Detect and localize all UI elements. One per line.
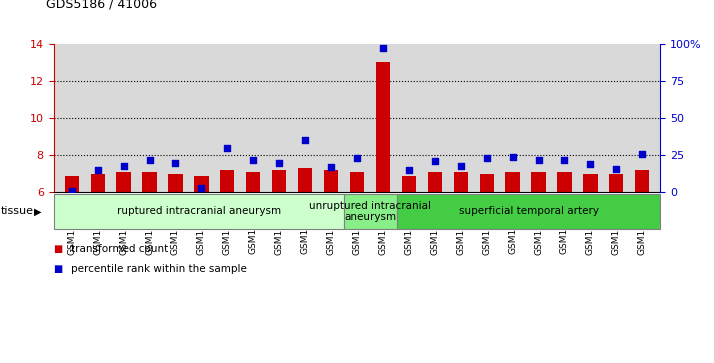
Point (299, 138, 311, 143)
Bar (558, 172, 572, 192)
Bar (220, 170, 234, 192)
Point (144, 157, 155, 163)
Point (403, 167, 415, 173)
Point (326, 164, 337, 170)
Bar (91, 174, 105, 192)
Point (559, 157, 570, 163)
Point (196, 185, 207, 191)
Bar (272, 170, 286, 192)
Bar (506, 172, 520, 192)
Text: percentile rank within the sample: percentile rank within the sample (71, 264, 247, 274)
Point (248, 157, 259, 163)
Bar (428, 172, 442, 192)
Text: ■: ■ (54, 264, 63, 274)
Bar (64, 176, 79, 192)
Point (533, 157, 544, 163)
Text: ruptured intracranial aneurysm: ruptured intracranial aneurysm (116, 207, 281, 216)
Text: unruptured intracranial
aneurysm: unruptured intracranial aneurysm (309, 201, 431, 222)
Text: transformed count: transformed count (71, 244, 169, 254)
Bar (116, 172, 131, 192)
Text: GDS5186 / 41006: GDS5186 / 41006 (46, 0, 157, 11)
Point (66, 188, 77, 194)
Bar (324, 170, 338, 192)
Bar (194, 176, 208, 192)
Point (118, 163, 129, 168)
Point (481, 155, 493, 161)
Point (429, 158, 441, 164)
Bar (635, 170, 650, 192)
Bar (142, 172, 156, 192)
Bar (480, 174, 494, 192)
Bar (402, 176, 416, 192)
Point (585, 161, 596, 167)
Point (610, 166, 622, 171)
Point (351, 155, 363, 161)
Bar (453, 172, 468, 192)
Point (637, 151, 648, 156)
Point (92, 167, 104, 173)
Point (507, 154, 518, 160)
Bar (350, 172, 364, 192)
Point (170, 160, 181, 166)
Bar (246, 172, 261, 192)
Text: tissue: tissue (1, 207, 34, 216)
Bar (583, 174, 598, 192)
Bar (169, 174, 183, 192)
Text: ■: ■ (54, 244, 63, 254)
Point (455, 163, 466, 168)
Bar (376, 62, 390, 192)
Point (273, 160, 285, 166)
Point (221, 145, 233, 151)
Text: ▶: ▶ (34, 207, 42, 216)
Point (377, 45, 388, 51)
Bar (609, 174, 623, 192)
Bar (531, 172, 545, 192)
Bar (298, 168, 312, 192)
Text: superficial temporal artery: superficial temporal artery (458, 207, 598, 216)
